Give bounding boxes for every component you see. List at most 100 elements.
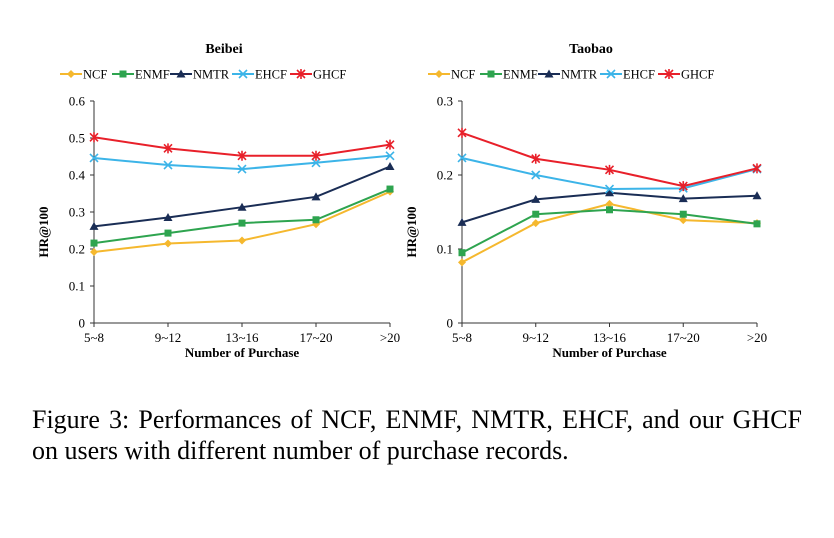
legend-label: NCF	[451, 68, 475, 82]
data-point	[386, 185, 394, 193]
chart-panel-taobao: Taobao NCF ENMF NMTR EHCF GHCF 0 0.1 0.2 0.3 5~8 9~…	[404, 42, 767, 360]
data-point	[89, 132, 99, 143]
legend-marker-diamond-icon	[67, 70, 75, 78]
y-tick-label: 0.3	[437, 94, 453, 109]
data-point	[311, 192, 321, 201]
x-axis-label: Number of Purchase	[185, 345, 300, 360]
legend-marker-asterisk-icon	[296, 69, 306, 79]
legend-item-ehcf: EHCF	[232, 68, 287, 82]
figure-charts: Beibei NCF ENMF NMTR EHCF GHCF 0 0.1 0.2 0.3 0.4 0.…	[36, 42, 767, 360]
x-tick-label: 9~12	[155, 330, 182, 345]
data-point	[457, 127, 467, 138]
data-point	[385, 151, 395, 161]
x-tick-label: 17~20	[667, 330, 700, 345]
data-point	[531, 170, 541, 180]
legend-item-ghcf: GHCF	[290, 68, 346, 82]
legend-marker-triangle-icon	[176, 69, 186, 78]
legend-marker-square-icon	[487, 70, 495, 78]
legend-item-nmtr: NMTR	[538, 68, 598, 82]
y-tick-label: 0.2	[69, 242, 85, 257]
series-enmf	[458, 206, 761, 257]
legend-label: GHCF	[313, 68, 346, 82]
figure-caption: Figure 3: Performances of NCF, ENMF, NMT…	[32, 405, 802, 465]
data-point	[752, 191, 762, 200]
x-tick-label: 13~16	[225, 330, 259, 345]
legend-item-ghcf: GHCF	[658, 68, 714, 82]
series-nmtr	[457, 188, 762, 226]
data-point	[679, 216, 688, 225]
series-nmtr	[89, 161, 395, 230]
data-point	[163, 213, 173, 222]
data-point	[163, 143, 173, 154]
legend-label: EHCF	[623, 68, 655, 82]
data-point	[532, 210, 540, 218]
data-point	[457, 217, 467, 226]
series-ehcf	[89, 151, 395, 174]
data-point	[89, 153, 99, 163]
data-point	[605, 188, 614, 197]
legend-label: NMTR	[193, 68, 230, 82]
legend-item-enmf: ENMF	[112, 68, 170, 82]
x-tick-label: 13~16	[593, 330, 627, 345]
legend-item-nmtr: NMTR	[170, 68, 230, 82]
x-tick-label: 5~8	[452, 330, 472, 345]
series-enmf	[90, 185, 394, 247]
data-point	[531, 153, 541, 164]
data-point	[606, 206, 613, 214]
data-point	[605, 199, 614, 208]
series-line	[93, 165, 391, 228]
data-point	[237, 150, 247, 161]
legend-marker-diamond-icon	[435, 70, 443, 78]
legend-label: EHCF	[255, 68, 287, 82]
y-tick-label: 0.4	[69, 168, 86, 183]
legend-label: NMTR	[561, 68, 598, 82]
data-point	[604, 184, 615, 194]
data-point	[458, 258, 466, 267]
data-point	[238, 219, 246, 227]
data-point	[163, 160, 173, 170]
x-tick-label: 9~12	[522, 330, 549, 345]
data-point	[752, 163, 762, 174]
legend-item-ncf: NCF	[60, 68, 107, 82]
legend-marker-asterisk-icon	[664, 69, 674, 79]
data-point	[679, 210, 687, 218]
series-ghcf	[457, 127, 762, 192]
y-tick-label: 0.6	[69, 94, 86, 109]
data-point	[604, 164, 615, 175]
data-point	[385, 161, 395, 170]
data-point	[164, 239, 172, 248]
y-tick-label: 0	[447, 316, 454, 331]
data-point	[89, 221, 99, 230]
y-axis-label: HR@100	[36, 206, 51, 257]
data-point	[678, 194, 688, 203]
legend-label: ENMF	[135, 68, 170, 82]
legend-item-enmf: ENMF	[480, 68, 538, 82]
data-point	[531, 219, 540, 228]
legend-marker-x-icon	[238, 69, 248, 79]
data-point	[678, 181, 688, 192]
data-point	[457, 153, 467, 163]
x-tick-label: 5~8	[84, 330, 104, 345]
y-tick-label: 0.1	[437, 242, 453, 257]
data-point	[531, 194, 541, 203]
data-point	[458, 249, 466, 257]
chart-title: Beibei	[205, 42, 242, 57]
y-axis-label: HR@100	[404, 206, 419, 257]
x-tick-label: 17~20	[299, 330, 332, 345]
y-tick-label: 0.3	[69, 205, 85, 220]
series-ghcf	[89, 132, 395, 161]
series-line	[461, 131, 758, 188]
x-tick-label: >20	[380, 330, 400, 345]
x-axis-label: Number of Purchase	[552, 345, 667, 360]
data-point	[753, 220, 761, 228]
series-line	[461, 208, 758, 254]
y-tick-label: 0	[79, 316, 86, 331]
data-point	[90, 247, 98, 256]
legend-marker-square-icon	[119, 70, 127, 78]
chart-panel-beibei: Beibei NCF ENMF NMTR EHCF GHCF 0 0.1 0.2 0.3 0.4 0.…	[36, 42, 400, 360]
data-point	[238, 236, 246, 245]
x-tick-label: >20	[747, 330, 767, 345]
legend-label: NCF	[83, 68, 107, 82]
data-point	[90, 239, 98, 247]
data-point	[311, 158, 321, 168]
